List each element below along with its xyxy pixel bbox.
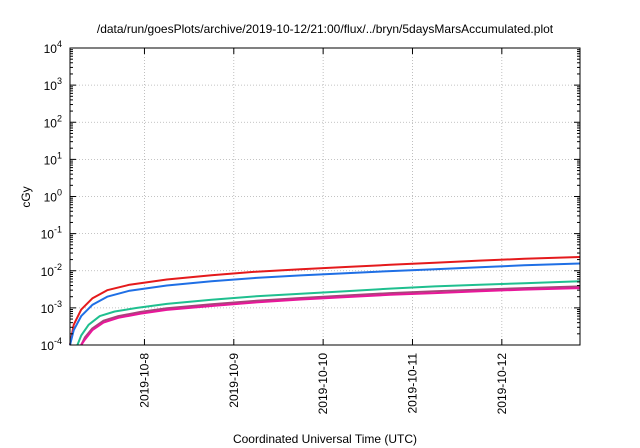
series-line-1 (69, 256, 581, 346)
series-line-5 (80, 287, 581, 346)
y-tick-label: 101 (44, 150, 62, 167)
series-line-3 (76, 280, 581, 346)
x-tick-label: 2019-10-11 (405, 353, 419, 414)
series-line-2 (69, 262, 581, 346)
series-line-4 (80, 285, 581, 346)
chart-title: /data/run/goesPlots/archive/2019-10-12/2… (97, 22, 554, 36)
series-group (69, 256, 581, 346)
y-tick-label: 104 (44, 39, 62, 56)
y-tick-label: 10-1 (41, 225, 62, 242)
y-axis: 10-4 10-3 10-2 10-1 100 101 102 103 104 (41, 39, 580, 353)
y-tick-label: 102 (44, 113, 62, 130)
y-tick-label: 10-3 (41, 299, 62, 316)
x-tick-label: 2019-10-10 (316, 353, 330, 415)
grid (70, 48, 580, 345)
x-tick-label: 2019-10-8 (137, 353, 151, 408)
x-axis-title: Coordinated Universal Time (UTC) (233, 432, 417, 446)
y-tick-label: 103 (44, 76, 62, 93)
y-tick-label: 100 (44, 188, 62, 205)
x-tick-label: 2019-10-12 (495, 353, 509, 415)
y-axis-title: cGy (19, 186, 33, 207)
y-tick-label: 10-2 (41, 262, 62, 279)
x-tick-label: 2019-10-9 (227, 353, 241, 408)
x-axis: 2019-10-8 2019-10-9 2019-10-10 2019-10-11 20… (137, 48, 509, 415)
y-tick-label: 10-4 (41, 336, 62, 353)
